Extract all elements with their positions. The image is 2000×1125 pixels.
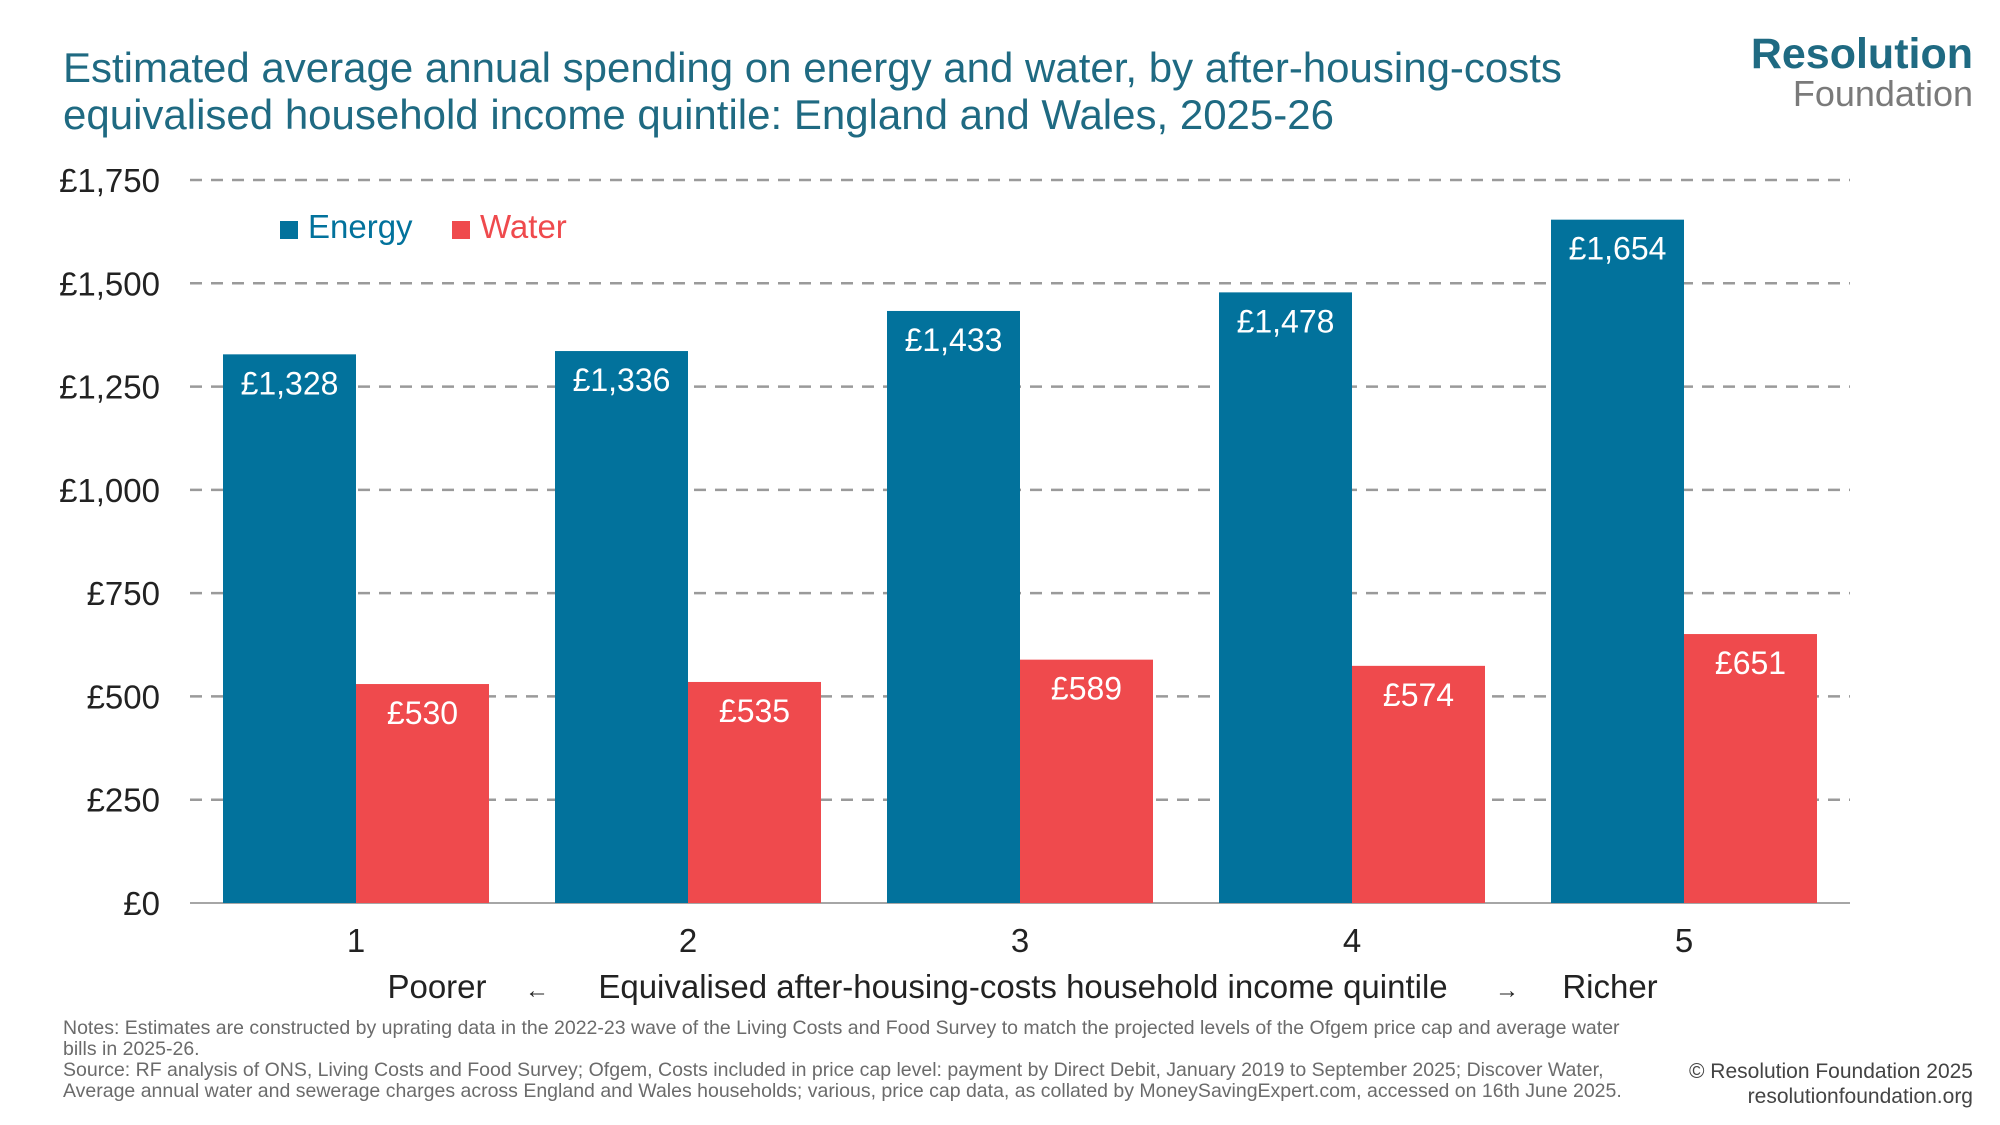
bar-water-4 [1352, 665, 1485, 903]
x-axis-ticks: 1 2 3 4 5 [347, 922, 1693, 959]
resolution-foundation-logo: Resolution Foundation [1751, 32, 1973, 112]
data-label-energy-4: £1,478 [1237, 303, 1335, 339]
source-text: Source: RF analysis of ONS, Living Costs… [63, 1059, 1622, 1102]
data-label-water-4: £574 [1383, 677, 1454, 713]
bar-energy-4 [1219, 292, 1352, 903]
bar-energy-5 [1551, 219, 1684, 903]
legend-swatch-water [452, 221, 470, 239]
logo-line-1: Resolution [1750, 30, 1973, 78]
y-tick-label: £1,000 [59, 472, 160, 509]
x-tick-label: 1 [347, 922, 365, 959]
data-label-water-2: £535 [719, 693, 790, 729]
legend-swatch-energy [280, 221, 298, 239]
data-label-energy-2: £1,336 [573, 362, 671, 398]
data-label-water-1: £530 [387, 695, 458, 731]
data-label-energy-5: £1,654 [1569, 231, 1667, 267]
notes-text: Notes: Estimates are constructed by upra… [63, 1017, 1620, 1060]
bars [223, 219, 1817, 903]
logo-line-2: Foundation [1792, 73, 1973, 114]
x-tick-label: 4 [1343, 922, 1361, 959]
data-label-water-5: £651 [1715, 645, 1786, 681]
chart-notes: Notes: Estimates are constructed by upra… [63, 1018, 1648, 1102]
legend-label-energy: Energy [308, 208, 413, 245]
y-tick-label: £750 [87, 575, 160, 612]
x-axis-label: Poorer ← Equivalised after-housing-costs… [387, 968, 1657, 1005]
y-tick-label: £1,500 [59, 265, 160, 302]
data-label-energy-1: £1,328 [241, 365, 339, 401]
y-tick-label: £1,750 [59, 162, 160, 199]
x-label-right-arrow: → [1495, 977, 1519, 1004]
bar-energy-3 [887, 310, 1020, 903]
x-label-left-arrow: ← [525, 977, 549, 1004]
x-label-right: Richer [1562, 968, 1657, 1005]
y-tick-label: £500 [87, 678, 160, 715]
bar-water-3 [1020, 659, 1153, 903]
copyright: © Resolution Foundation 2025 [1688, 1060, 1973, 1083]
legend: Energy Water [280, 208, 567, 245]
bar-energy-2 [555, 351, 688, 903]
x-label-center: Equivalised after-housing-costs househol… [598, 968, 1447, 1005]
website-url: resolutionfoundation.org [1747, 1085, 1973, 1108]
y-axis-ticks: £0 £250 £500 £750 £1,000 £1,250 £1,500 £1,750 [59, 162, 160, 922]
bar-energy-1 [223, 354, 356, 903]
data-label-water-3: £589 [1051, 671, 1122, 707]
data-label-energy-3: £1,433 [905, 322, 1003, 358]
y-tick-label: £0 [123, 885, 160, 922]
bar-water-2 [688, 681, 821, 903]
bar-water-5 [1684, 634, 1817, 903]
chart-title: Estimated average annual spending on ene… [63, 44, 1562, 138]
legend-label-water: Water [480, 208, 567, 245]
bar-data-labels: £1,328 £530 £1,336 £535 £1,433 £589 £1,478 £574… [241, 231, 1787, 731]
x-tick-label: 5 [1675, 922, 1693, 959]
x-tick-label: 2 [679, 922, 697, 959]
x-tick-label: 3 [1011, 922, 1029, 959]
y-tick-label: £250 [87, 782, 160, 819]
y-tick-label: £1,250 [59, 369, 160, 406]
x-label-left: Poorer [387, 968, 486, 1005]
credit: © Resolution Foundation 2025 resolutionf… [1689, 1059, 1973, 1109]
bar-water-1 [356, 684, 489, 903]
